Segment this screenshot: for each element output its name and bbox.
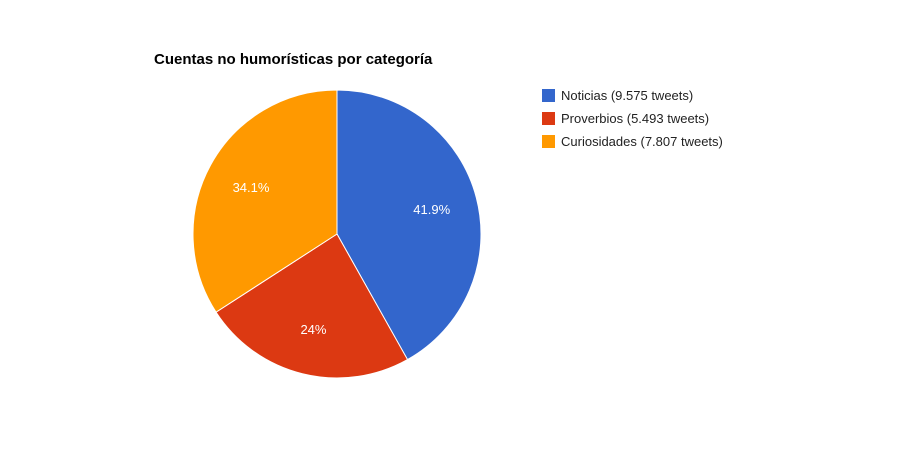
pie-slice-noticias[interactable] — [336, 89, 482, 361]
pie-slices — [192, 89, 482, 379]
legend-label-noticias[interactable]: Noticias (9.575 tweets) — [561, 88, 693, 103]
legend-swatch-curiosidades — [542, 135, 555, 148]
legend-label-proverbios[interactable]: Proverbios (5.493 tweets) — [561, 111, 709, 126]
chart-title: Cuentas no humorísticas por categoría — [154, 51, 433, 68]
legend-swatch-noticias — [542, 89, 555, 102]
slice-label-curiosidades: 34.1% — [233, 180, 270, 195]
slice-label-noticias: 41.9% — [413, 202, 450, 217]
pie-slice-labels: 41.9% 24% 34.1% — [233, 180, 451, 337]
legend: Noticias (9.575 tweets) Proverbios (5.493… — [542, 88, 723, 149]
legend-label-curiosidades[interactable]: Curiosidades (7.807 tweets) — [561, 134, 723, 149]
legend-swatch-proverbios — [542, 112, 555, 125]
pie-slice-curiosidades[interactable] — [192, 89, 338, 313]
pie-slice-proverbios[interactable] — [215, 233, 409, 379]
slice-label-proverbios: 24% — [300, 322, 326, 337]
